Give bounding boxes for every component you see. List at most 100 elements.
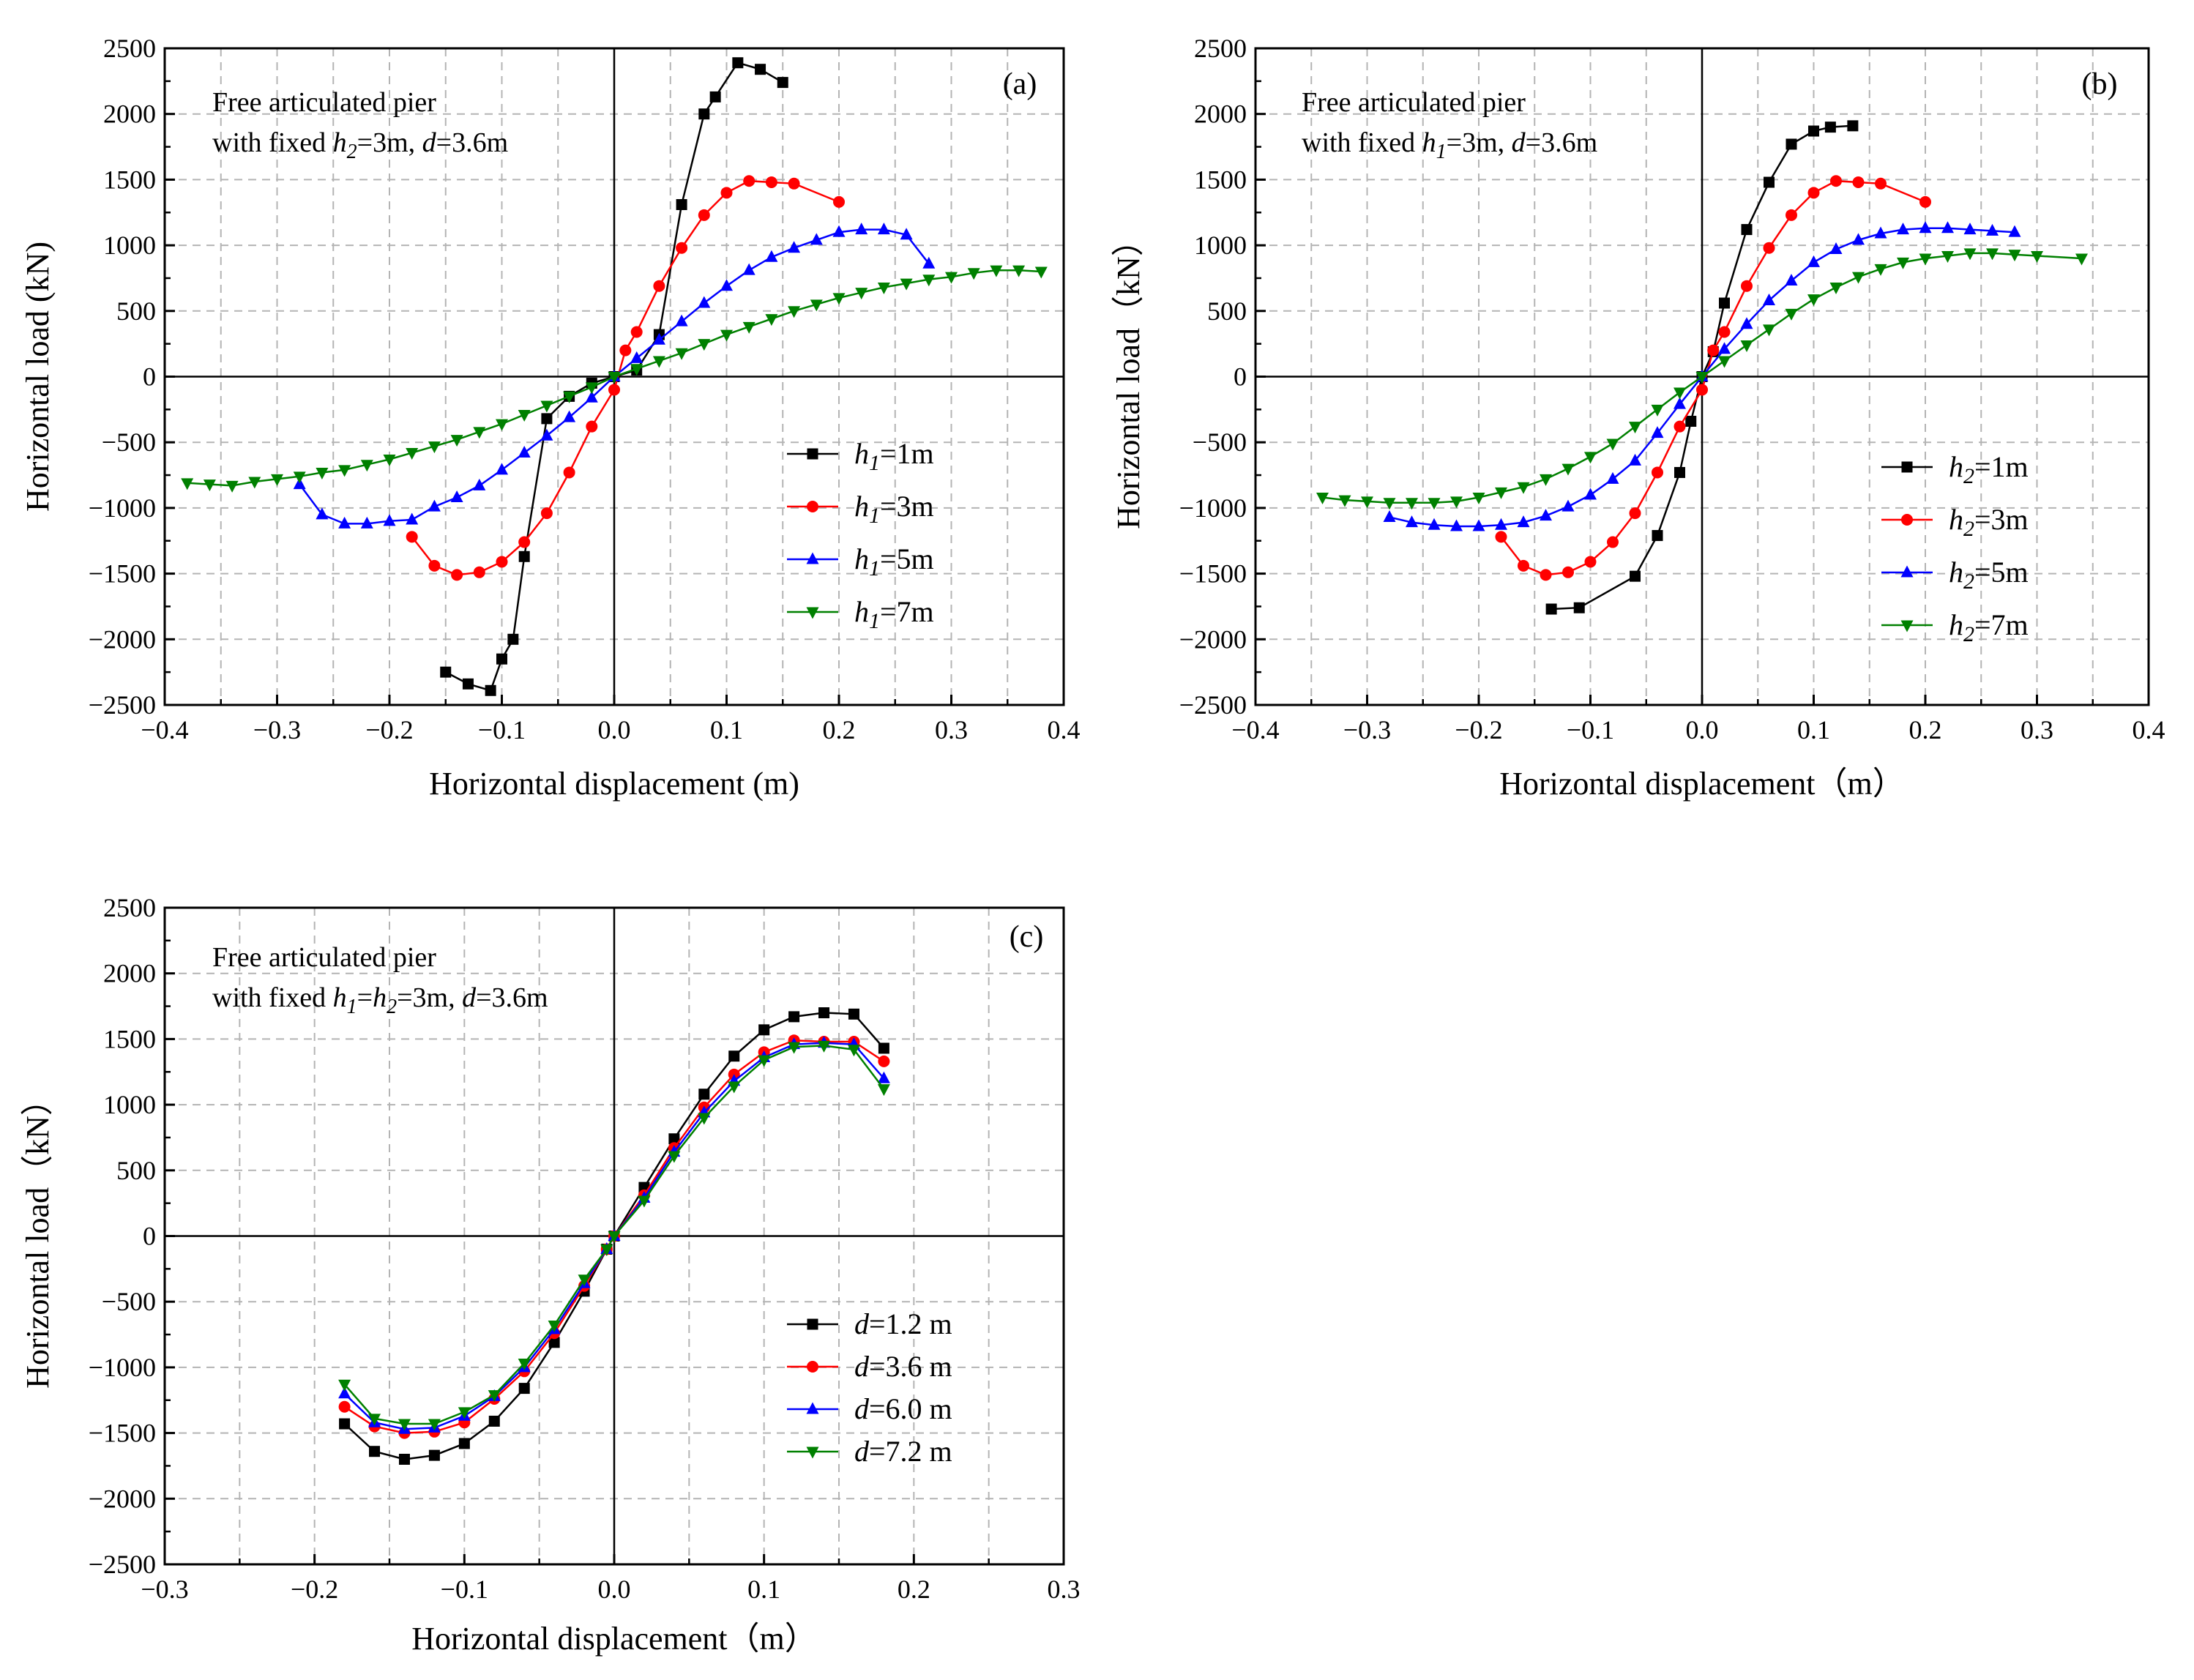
data-point [450, 435, 463, 447]
data-point [339, 1418, 351, 1430]
data-point [1986, 223, 1999, 236]
data-point [1383, 509, 1396, 522]
y-axis-title: Horizontal load（kN） [20, 1083, 56, 1389]
data-point [698, 339, 711, 351]
panel-label: (a) [1003, 67, 1037, 101]
data-point [1012, 265, 1026, 277]
data-point [1674, 397, 1686, 409]
data-point [338, 1400, 351, 1413]
data-point [1652, 530, 1663, 542]
data-point [338, 516, 351, 529]
data-point [369, 1446, 381, 1457]
data-point [440, 666, 452, 678]
data-point [638, 1195, 651, 1208]
data-point [720, 279, 733, 291]
data-point [755, 64, 766, 75]
data-point [878, 1042, 889, 1054]
legend-marker [806, 607, 819, 619]
data-point [652, 356, 665, 368]
data-point [1652, 466, 1663, 479]
data-point [1807, 255, 1820, 267]
legend-entry: d=7.2 m [787, 1435, 952, 1468]
data-point [1517, 515, 1530, 528]
legend-entry: h1=3m [787, 490, 934, 528]
data-point [1495, 531, 1507, 543]
data-point [1651, 404, 1664, 417]
data-point [1540, 474, 1552, 486]
data-point [316, 467, 329, 479]
data-point [818, 1040, 831, 1053]
x-tick-label: 0.0 [1686, 715, 1719, 744]
y-tick-label: 2000 [103, 959, 156, 988]
data-point [1428, 498, 1441, 510]
data-point [548, 1337, 560, 1348]
data-point [1986, 248, 1999, 261]
data-point [1875, 177, 1887, 190]
data-point [2075, 253, 2088, 266]
panel-label: (b) [2082, 67, 2118, 101]
data-point [518, 1383, 530, 1395]
legend-marker [1901, 514, 1913, 526]
legend-label: h1=5m [854, 542, 934, 580]
x-axis-title: Horizontal displacement (m) [429, 766, 799, 802]
data-point [652, 332, 665, 345]
data-point [485, 684, 496, 696]
data-point [1406, 515, 1418, 528]
data-point [1685, 415, 1697, 427]
x-tick-label: −0.3 [1343, 715, 1391, 744]
data-point [541, 413, 553, 425]
data-point [1741, 280, 1753, 292]
data-point [758, 1055, 771, 1067]
data-point [619, 344, 632, 356]
legend-marker [807, 1318, 818, 1330]
data-point [1807, 294, 1820, 307]
y-axis-title: Horizontal load（kN） [1111, 224, 1146, 529]
data-point [563, 391, 576, 403]
data-point [698, 296, 711, 308]
x-tick-label: 0.2 [823, 715, 856, 744]
data-point [832, 225, 846, 237]
data-point [676, 198, 687, 210]
data-point [1740, 340, 1753, 352]
data-point [698, 1089, 710, 1100]
data-point [630, 326, 643, 338]
data-point [1852, 176, 1865, 188]
legend-marker [1900, 620, 1914, 632]
x-tick-label: 0.3 [935, 715, 968, 744]
data-point [1630, 570, 1641, 582]
series-line [411, 179, 840, 576]
data-point [877, 283, 890, 295]
data-point [368, 1414, 381, 1426]
data-point [1852, 233, 1865, 245]
data-point [1472, 493, 1485, 505]
data-point [1518, 559, 1529, 572]
data-point [855, 223, 868, 235]
data-point [563, 466, 575, 479]
data-point [2008, 225, 2021, 237]
x-tick-label: 0.1 [710, 715, 743, 744]
legend-entry: h2=1m [1881, 450, 2029, 488]
data-point [496, 653, 507, 665]
data-point [855, 288, 868, 300]
data-point [653, 280, 665, 292]
legend-label: h1=3m [854, 490, 934, 528]
y-tick-label: −1500 [1179, 559, 1247, 589]
data-point [1561, 499, 1575, 512]
data-point [338, 1386, 351, 1399]
y-tick-label: 1000 [103, 231, 156, 260]
data-point [518, 1359, 531, 1371]
data-point [1034, 266, 1048, 279]
legend-label: d=3.6 m [854, 1350, 952, 1383]
legend-label: d=1.2 m [854, 1307, 952, 1340]
x-tick-label: 0.0 [598, 715, 631, 744]
legend-marker [806, 1446, 819, 1459]
data-point [900, 228, 913, 240]
legend-entry: h1=5m [787, 542, 934, 580]
x-tick-label: −0.2 [1455, 715, 1502, 744]
data-point [709, 91, 721, 102]
x-tick-label: −0.1 [1567, 715, 1614, 744]
data-point [1606, 438, 1619, 451]
data-point [668, 1151, 681, 1163]
series-line [1322, 252, 2082, 504]
y-tick-label: 0 [143, 362, 156, 392]
